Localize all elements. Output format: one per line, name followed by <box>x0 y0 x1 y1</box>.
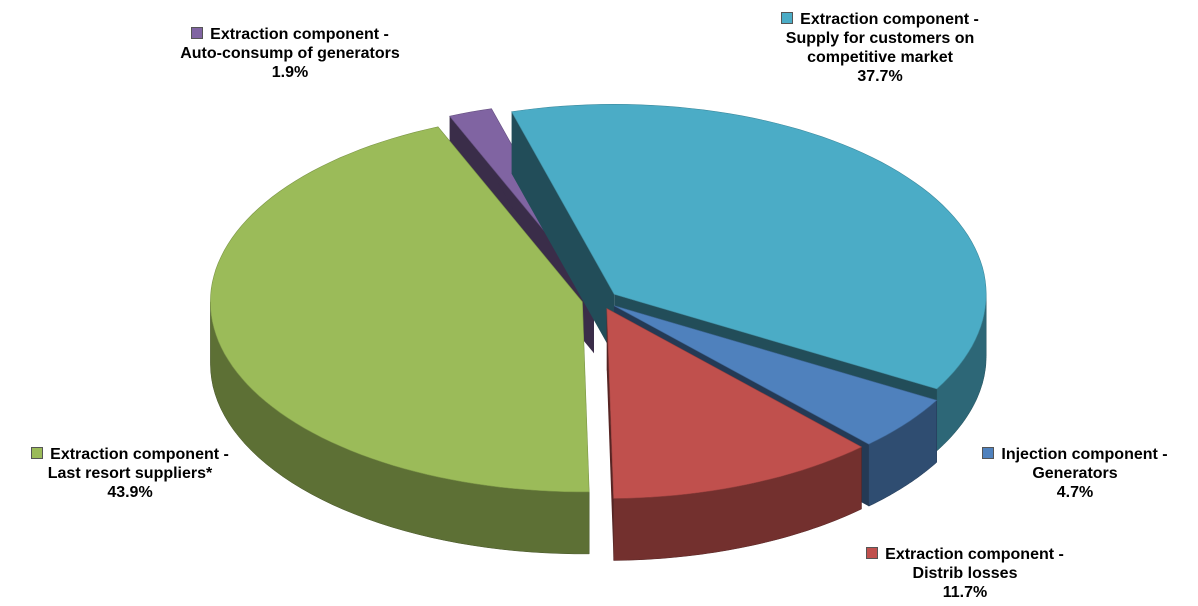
data-label: Extraction component - Last resort suppl… <box>20 445 240 502</box>
legend-swatch <box>982 447 995 459</box>
category-label: Extraction component - Supply for custom… <box>785 11 979 66</box>
legend-swatch <box>191 27 204 39</box>
value-label: 11.7% <box>942 584 988 601</box>
data-label: Extraction component - Auto-consump of g… <box>180 25 400 82</box>
slice <box>210 126 590 493</box>
legend-swatch <box>781 12 794 24</box>
data-label: Extraction component - Distrib losses 11.… <box>855 545 1075 602</box>
category-label: Extraction component - Last resort suppl… <box>47 446 229 482</box>
category-label: Injection component - Generators <box>1001 446 1168 482</box>
value-label: 1.9% <box>271 64 309 81</box>
slice <box>210 126 590 555</box>
category-label: Extraction component - Auto-consump of g… <box>180 26 400 62</box>
slice <box>511 103 987 390</box>
value-label: 43.9% <box>107 484 153 501</box>
slice <box>613 305 938 445</box>
data-label: Extraction component - Supply for custom… <box>760 10 1000 86</box>
slice-side <box>511 111 615 357</box>
slice-side <box>606 308 614 561</box>
slice <box>606 307 863 499</box>
legend-swatch <box>866 547 879 559</box>
legend-swatch <box>31 447 44 459</box>
value-label: 4.7% <box>1056 484 1094 501</box>
slice <box>606 307 863 561</box>
data-label: Injection component - Generators 4.7% <box>965 445 1185 502</box>
category-label: Extraction component - Distrib losses <box>885 546 1064 582</box>
value-label: 37.7% <box>857 68 903 85</box>
